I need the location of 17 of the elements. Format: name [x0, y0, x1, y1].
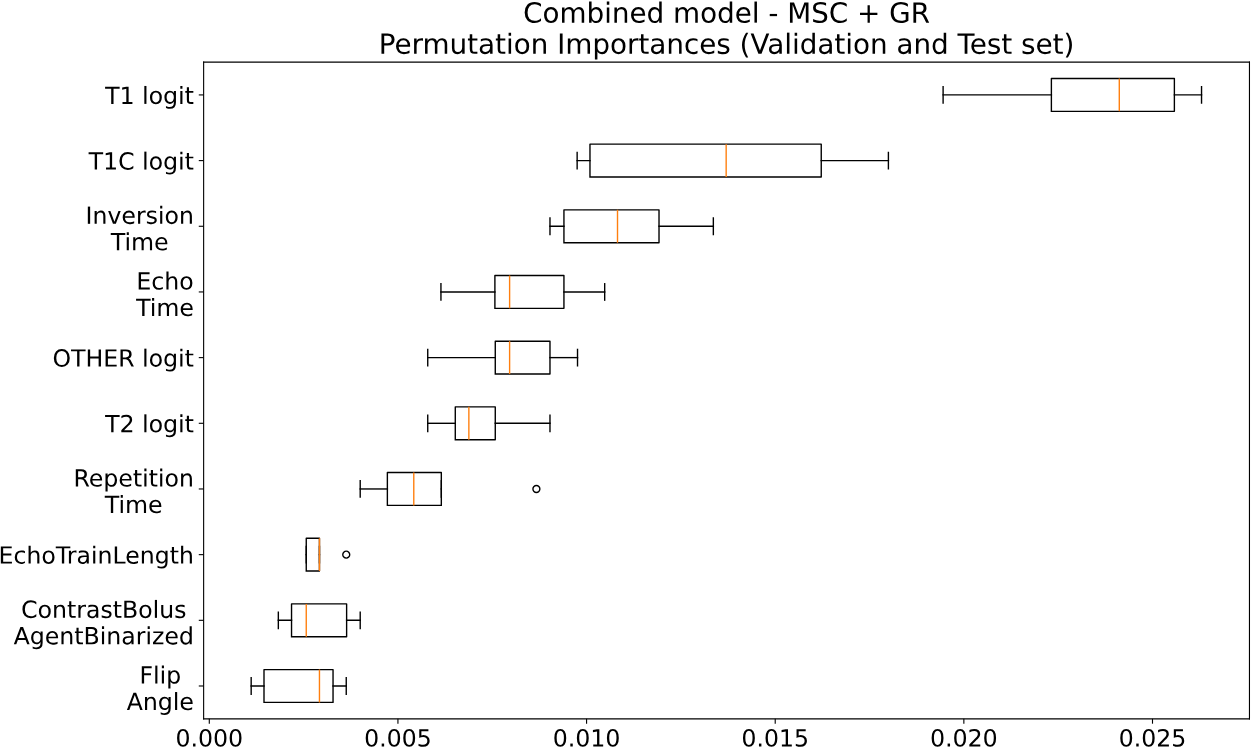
y-tick-label: Repetition Time	[75, 468, 192, 514]
x-tick-label: 0.005	[365, 728, 430, 747]
x-tick-label: 0.025	[1120, 728, 1185, 747]
y-tick-label: OTHER logit	[53, 348, 194, 372]
y-tick-label: Echo Time	[136, 271, 193, 317]
y-tick-label: Flip Angle	[126, 665, 193, 715]
x-tick-label: 0.000	[177, 728, 242, 747]
y-tick-label: EchoTrainLength	[0, 545, 192, 569]
y-tick-label: T1C logit	[88, 151, 194, 175]
chart-title: Combined model - MSC + GR Permutation Importances (Validation and Test set)	[381, 1, 1072, 60]
y-tick-label: ContrastBolus AgentBinarized	[13, 599, 192, 650]
x-tick-label: 0.020	[931, 728, 997, 747]
y-tick-label: T1 logit	[105, 85, 194, 109]
y-tick-label: Inversion Time	[87, 205, 192, 251]
x-tick-label: 0.010	[554, 728, 619, 747]
y-tick-label: T2 logit	[105, 414, 194, 438]
x-tick-label: 0.015	[742, 728, 807, 747]
